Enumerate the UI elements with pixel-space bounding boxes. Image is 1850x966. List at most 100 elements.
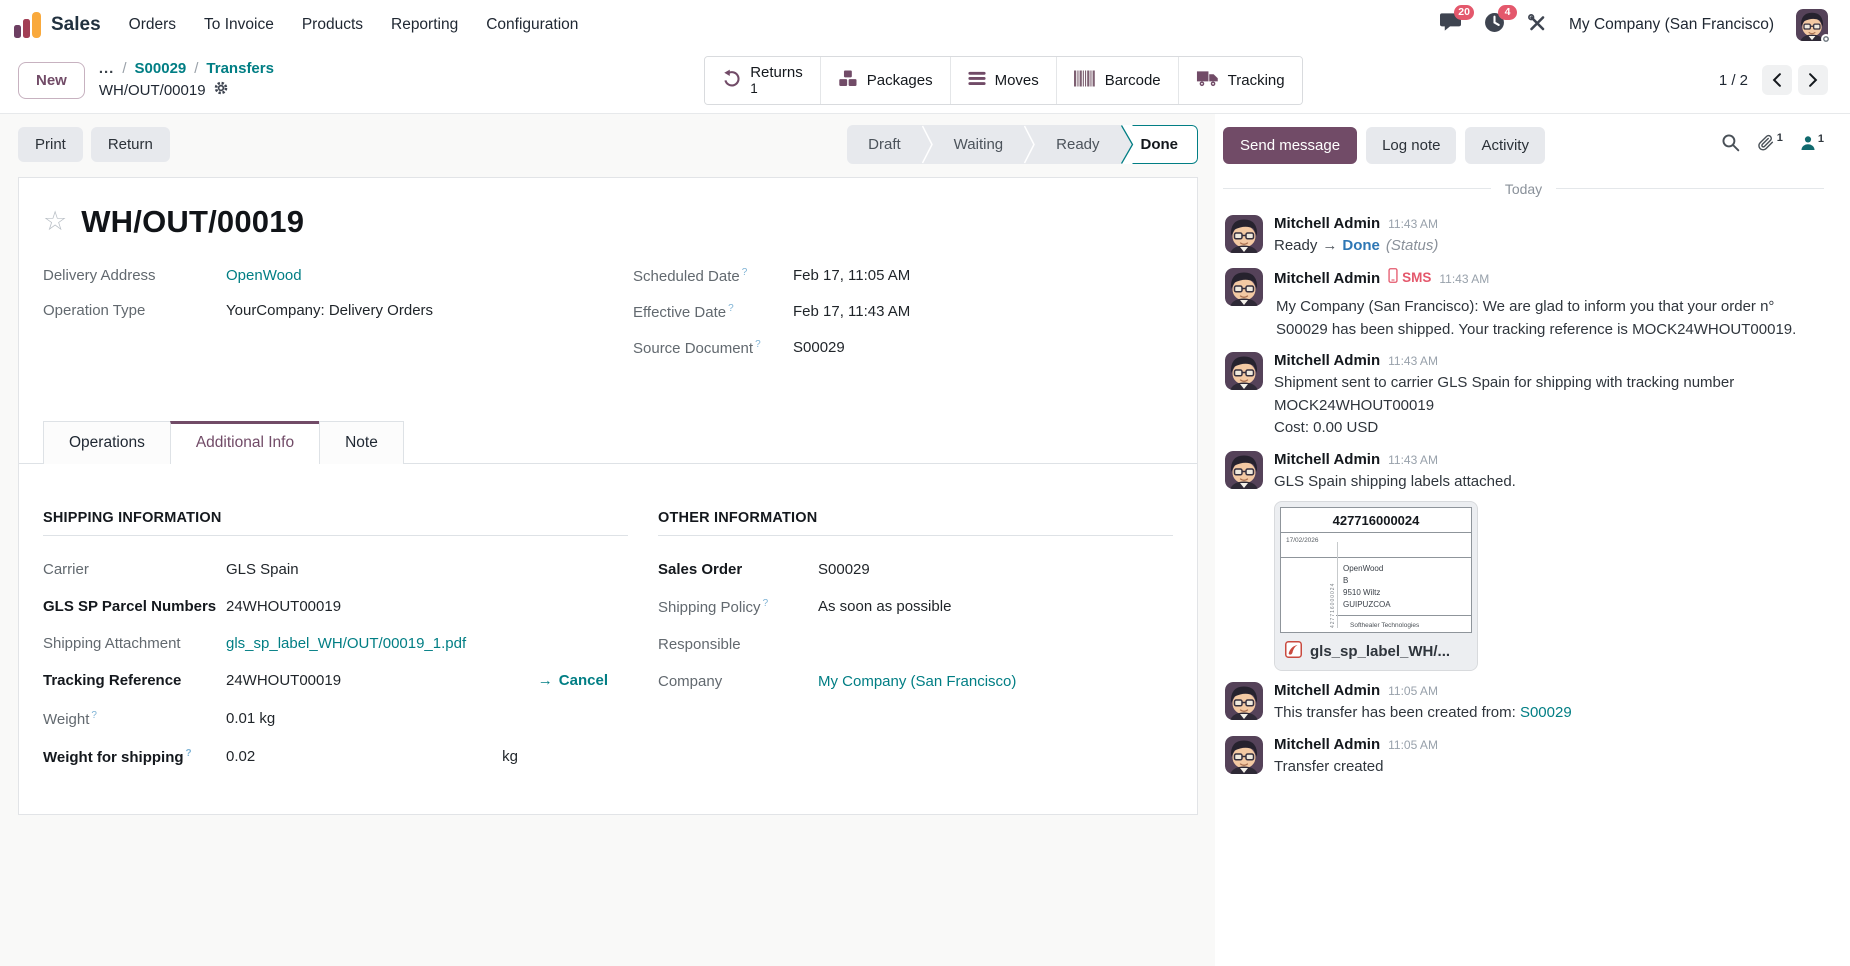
other-information-title: OTHER INFORMATION xyxy=(658,510,1173,536)
source-order-link[interactable]: S00029 xyxy=(1519,704,1572,722)
followers-button[interactable]: 1 xyxy=(1800,133,1824,156)
status-waiting[interactable]: Waiting xyxy=(953,135,1004,153)
field-sales-order: Sales Order S00029 xyxy=(658,560,870,578)
message-body: Transfer created xyxy=(1274,757,1384,775)
breadcrumb-transfers[interactable]: Transfers xyxy=(206,60,274,78)
status-done[interactable]: Done xyxy=(1120,124,1198,164)
field-carrier: Carrier GLS Spain xyxy=(43,560,299,578)
tab-additional-info[interactable]: Additional Info xyxy=(169,420,321,464)
message-author[interactable]: Mitchell Admin xyxy=(1274,682,1381,700)
barcode-icon xyxy=(1073,70,1096,91)
message-author[interactable]: Mitchell Admin xyxy=(1274,450,1381,468)
breadcrumb-ellipsis[interactable]: ... xyxy=(98,60,115,78)
user-status-dot xyxy=(1821,34,1831,44)
statusbar: Draft Waiting Ready Done xyxy=(847,124,1198,164)
status-ready[interactable]: Ready xyxy=(1056,135,1100,153)
field-delivery-address: Delivery Address OpenWood xyxy=(43,266,633,286)
app-switcher[interactable]: Sales xyxy=(14,12,101,38)
settings-gear-icon[interactable] xyxy=(213,80,229,100)
sms-tag: SMS xyxy=(1388,268,1431,286)
record-title: WH/OUT/00019 xyxy=(81,203,305,239)
company-link[interactable]: My Company (San Francisco) xyxy=(818,673,1017,691)
shipping-attachment-link[interactable]: gls_sp_label_WH/OUT/00019_1.pdf xyxy=(226,635,467,653)
arrow-right-icon: → xyxy=(537,672,553,690)
date-divider: Today xyxy=(1223,181,1825,197)
field-weight: Weight? 0.01 kg xyxy=(43,709,276,728)
breadcrumb-sale-order[interactable]: S00029 xyxy=(134,60,187,78)
field-shipping-policy: Shipping Policy? As soon as possible xyxy=(658,597,952,616)
pager-previous-button[interactable] xyxy=(1762,65,1792,96)
help-marker: ? xyxy=(741,266,748,278)
packages-button[interactable]: Packages xyxy=(819,57,950,104)
returns-button[interactable]: Returns 1 xyxy=(705,57,820,104)
company-switcher[interactable]: My Company (San Francisco) xyxy=(1568,16,1774,33)
menu-reporting[interactable]: Reporting xyxy=(391,16,459,33)
menu-orders[interactable]: Orders xyxy=(128,16,177,33)
field-effective-date: Effective Date? Feb 17, 11:43 AM xyxy=(633,303,911,322)
returns-count: 1 xyxy=(750,81,758,97)
menu-to-invoice[interactable]: To Invoice xyxy=(204,16,274,33)
avatar[interactable] xyxy=(1225,736,1263,774)
cubes-icon xyxy=(838,70,858,91)
tools-icon xyxy=(1527,13,1547,38)
status-draft[interactable]: Draft xyxy=(868,135,901,153)
tab-operations[interactable]: Operations xyxy=(43,420,171,464)
help-marker: ? xyxy=(762,597,769,609)
send-message-button[interactable]: Send message xyxy=(1223,126,1358,164)
top-navbar: Sales Orders To Invoice Products Reporti… xyxy=(0,0,1850,50)
search-messages-button[interactable] xyxy=(1721,133,1740,157)
message-author[interactable]: Mitchell Admin xyxy=(1274,352,1381,370)
control-panel: New ... / S00029 / Transfers WH/OUT/0001… xyxy=(0,50,1850,114)
log-note-button[interactable]: Log note xyxy=(1366,126,1457,164)
pager-next-button[interactable] xyxy=(1798,65,1828,96)
cancel-tracking-button[interactable]: → Cancel xyxy=(538,671,608,691)
tracking-change: Ready → Done (Status) xyxy=(1274,236,1439,254)
favorite-star-icon[interactable]: ☆ xyxy=(43,206,68,237)
message-author[interactable]: Mitchell Admin xyxy=(1274,735,1381,753)
message-body: Shipment sent to carrier GLS Spain for s… xyxy=(1274,374,1735,414)
chatter-message: Mitchell Admin 11:43 AM Ready → Done (Statu… xyxy=(1223,210,1824,264)
barcode-button[interactable]: Barcode xyxy=(1055,57,1178,104)
avatar[interactable] xyxy=(1225,451,1263,489)
pager-value: 1 / 2 xyxy=(1718,71,1748,89)
tab-note[interactable]: Note xyxy=(319,420,404,464)
print-button[interactable]: Print xyxy=(18,126,83,162)
new-button[interactable]: New xyxy=(18,61,85,99)
message-author[interactable]: Mitchell Admin xyxy=(1274,270,1381,288)
message-author[interactable]: Mitchell Admin xyxy=(1274,214,1381,232)
help-marker: ? xyxy=(755,339,761,351)
field-tracking-reference: Tracking Reference 24WHOUT00019 → Cancel xyxy=(43,671,628,691)
field-parcel-numbers: GLS SP Parcel Numbers 24WHOUT00019 xyxy=(43,597,342,615)
mobile-phone-icon xyxy=(1388,268,1398,286)
delivery-address-link[interactable]: OpenWood xyxy=(226,266,302,284)
return-button[interactable]: Return xyxy=(90,126,170,162)
tracking-button[interactable]: Tracking xyxy=(1177,57,1302,104)
attachment-card[interactable]: 427716000024 17/02/2026 427716000024 Ope… xyxy=(1274,501,1478,672)
chatter-message: Mitchell Admin SMS 11:43 AM My Company (… xyxy=(1223,263,1824,347)
avatar[interactable] xyxy=(1225,352,1263,390)
activity-button[interactable]: Activity xyxy=(1465,126,1545,164)
menu-configuration[interactable]: Configuration xyxy=(486,16,579,33)
message-time: 11:43 AM xyxy=(1439,272,1490,287)
user-menu-avatar[interactable] xyxy=(1796,9,1831,44)
menu-products[interactable]: Products xyxy=(301,16,363,33)
app-name[interactable]: Sales xyxy=(51,14,101,35)
activities-menu[interactable]: 4 xyxy=(1484,5,1517,38)
notebook-tabs: Operations Additional Info Note xyxy=(19,420,1197,464)
sales-app-icon xyxy=(14,12,41,38)
shipping-label-preview: 427716000024 17/02/2026 427716000024 Ope… xyxy=(1280,507,1472,634)
attachments-button[interactable]: 1 xyxy=(1757,132,1783,157)
avatar[interactable] xyxy=(1225,682,1263,720)
avatar[interactable] xyxy=(1225,268,1263,306)
avatar[interactable] xyxy=(1225,215,1263,253)
form-view-area: Print Return Draft Waiting Ready Done xyxy=(0,113,1215,966)
moves-button[interactable]: Moves xyxy=(949,57,1056,104)
form-sheet: ☆ WH/OUT/00019 Delivery Address OpenWood… xyxy=(18,176,1198,815)
field-shipping-attachment: Shipping Attachment gls_sp_label_WH/OUT/… xyxy=(43,634,628,654)
shipping-information-title: SHIPPING INFORMATION xyxy=(43,510,628,536)
breadcrumb: ... / S00029 / Transfers WH/OUT/00019 xyxy=(98,60,274,100)
message-time: 11:05 AM xyxy=(1388,737,1438,752)
messages-menu[interactable]: 20 xyxy=(1439,5,1474,38)
developer-tools-menu[interactable] xyxy=(1527,13,1547,38)
